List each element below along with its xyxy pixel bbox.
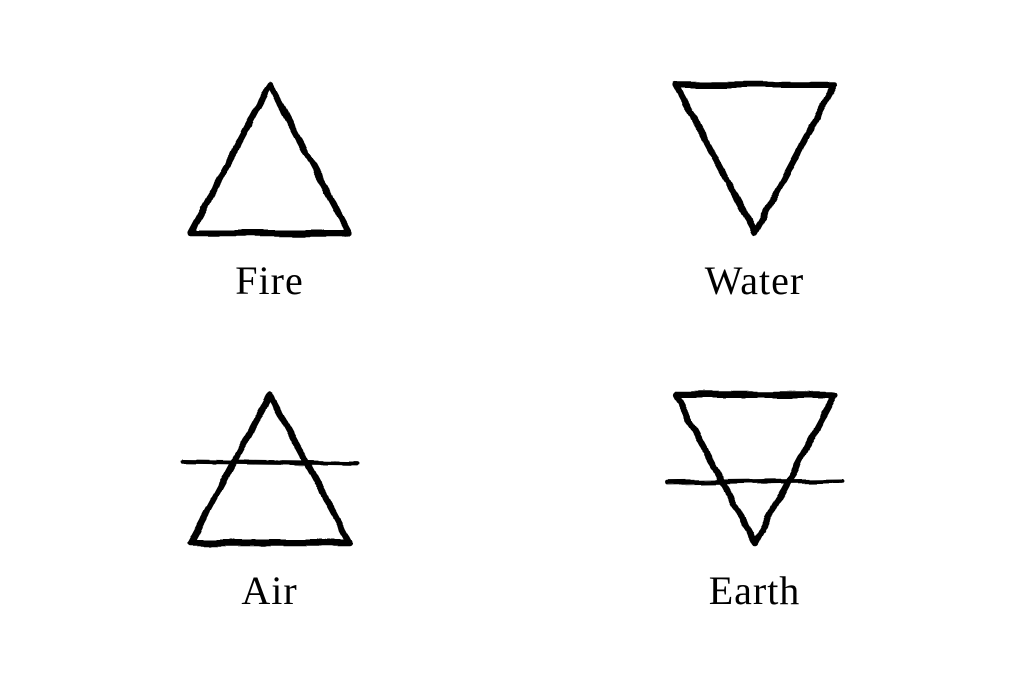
- fire-icon: [160, 69, 380, 249]
- air-label: Air: [241, 567, 297, 614]
- air-icon: [160, 379, 380, 559]
- elements-grid: Fire Water Air: [87, 52, 937, 632]
- fire-cell: Fire: [87, 52, 452, 322]
- water-label: Water: [705, 257, 805, 304]
- water-cell: Water: [572, 52, 937, 322]
- water-icon: [645, 69, 865, 249]
- earth-cell: Earth: [572, 362, 937, 632]
- earth-label: Earth: [709, 567, 801, 614]
- air-cell: Air: [87, 362, 452, 632]
- earth-icon: [645, 379, 865, 559]
- fire-label: Fire: [235, 257, 303, 304]
